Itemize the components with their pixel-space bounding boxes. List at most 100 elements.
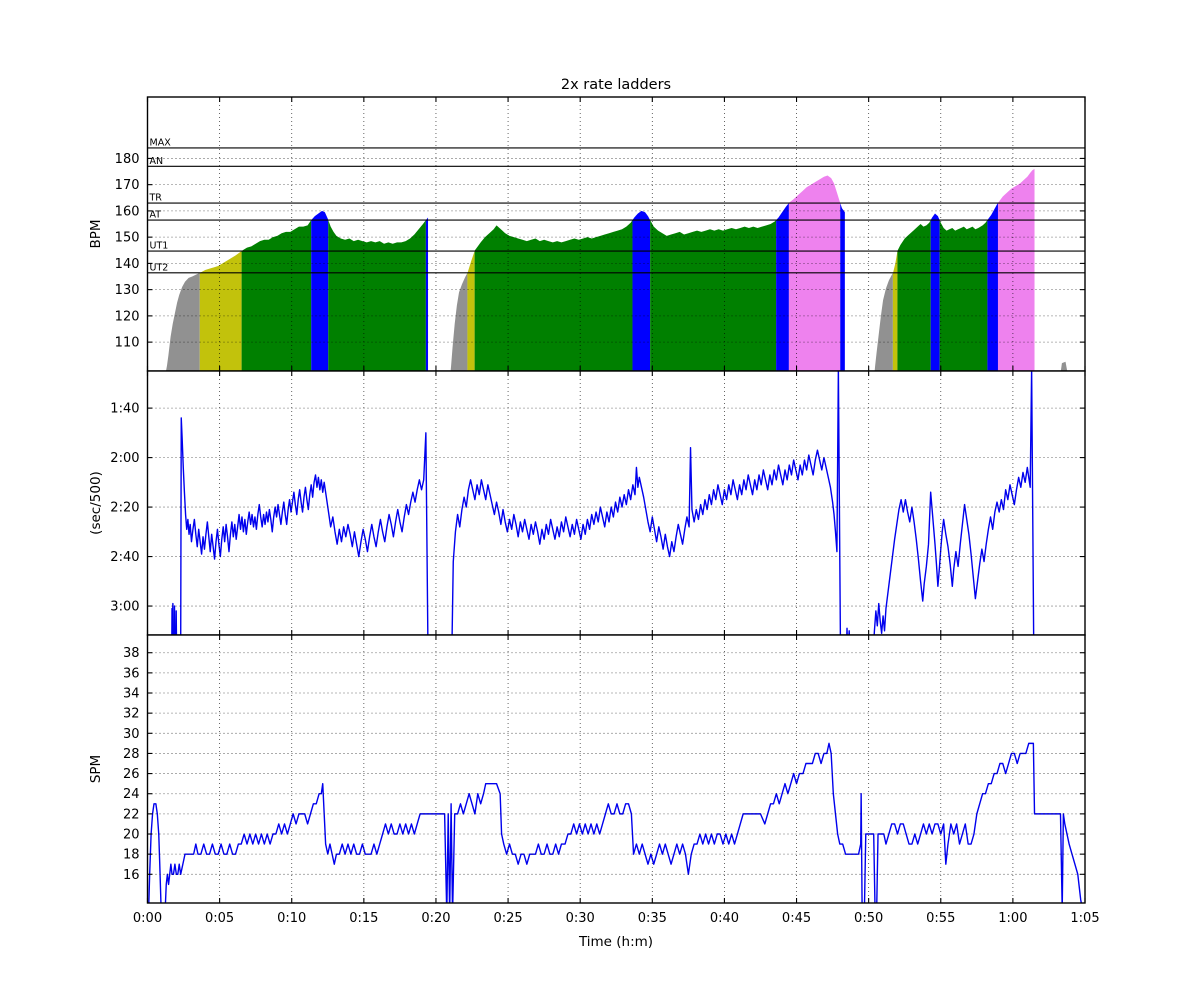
pace-series-line bbox=[175, 610, 178, 635]
hr-zone-fill-segment bbox=[474, 220, 633, 371]
x-tick-label: 0:30 bbox=[566, 911, 595, 926]
y-tick-label: 24 bbox=[123, 787, 140, 802]
chart-title: 2x rate ladders bbox=[561, 77, 671, 93]
pace-y-axis-label: (sec/500) bbox=[88, 471, 104, 535]
x-tick-label: 0:10 bbox=[277, 911, 306, 926]
stroke-rate-series-line bbox=[148, 742, 1083, 903]
hr-zone-fill-segment bbox=[1060, 361, 1068, 371]
hr-zone-fill-segment bbox=[874, 272, 893, 371]
y-tick-label: 160 bbox=[115, 204, 140, 219]
pace-series-line bbox=[173, 605, 176, 635]
heart-rate-clip-group bbox=[165, 168, 1068, 371]
y-tick-label: 22 bbox=[123, 807, 140, 822]
y-tick-label: 28 bbox=[123, 747, 140, 762]
y-tick-label: 110 bbox=[115, 336, 140, 351]
x-tick-label: 0:20 bbox=[421, 911, 450, 926]
y-tick-label: 38 bbox=[123, 646, 140, 661]
x-tick-label: 1:05 bbox=[1070, 911, 1099, 926]
hr-zone-fill-segment bbox=[997, 168, 1035, 371]
y-tick-label: 36 bbox=[123, 666, 140, 681]
x-tick-label: 1:00 bbox=[998, 911, 1027, 926]
hr-zone-fill-segment bbox=[930, 213, 940, 371]
hr-zone-fill-segment bbox=[840, 203, 845, 371]
zone-label-ut2: UT2 bbox=[150, 262, 169, 273]
y-tick-label: 30 bbox=[123, 727, 140, 742]
x-tick-label: 0:25 bbox=[493, 911, 522, 926]
heart-rate-y-tick-labels: 110 120 130 140 150 160 170 180 bbox=[115, 152, 140, 351]
pace-gridlines bbox=[147, 371, 1085, 635]
hr-zone-fill-segment bbox=[450, 272, 468, 371]
y-tick-label: 20 bbox=[123, 828, 140, 843]
pace-series-line bbox=[180, 371, 1035, 635]
pace-series-line bbox=[171, 602, 174, 635]
y-tick-label: 2:40 bbox=[110, 550, 139, 565]
hr-zone-lines: MAX AN TR AT UT1 UT2 bbox=[147, 137, 1085, 274]
hr-zone-fill-segment bbox=[776, 203, 789, 371]
hr-zone-fill-segment bbox=[199, 251, 242, 371]
y-tick-label: 34 bbox=[123, 687, 140, 702]
hr-zone-fill-segment bbox=[241, 220, 312, 371]
stroke-rate-tick-marks bbox=[146, 635, 1086, 903]
heart-rate-tick-marks bbox=[146, 97, 1086, 371]
hr-zone-fill-segment bbox=[328, 220, 426, 371]
x-axis-label: Time (h:m) bbox=[578, 934, 653, 950]
spm-y-axis-label: SPM bbox=[88, 755, 104, 783]
x-tick-label: 0:55 bbox=[926, 911, 955, 926]
zone-label-tr: TR bbox=[149, 193, 163, 204]
chart-panels: MAXANTRATUT1UT21101201301401501601701801… bbox=[110, 96, 1100, 926]
hr-zone-fill-segment bbox=[939, 220, 988, 371]
pace-panel: 1:40 2:00 2:20 2:40 3:00 bbox=[110, 370, 1086, 636]
hr-zone-fill-segment bbox=[467, 251, 475, 371]
y-tick-label: 140 bbox=[115, 257, 140, 272]
zone-label-at: AT bbox=[150, 210, 162, 221]
y-tick-label: 3:00 bbox=[110, 600, 139, 615]
hr-zone-fill-segment bbox=[632, 210, 651, 371]
y-tick-label: 150 bbox=[115, 231, 140, 246]
stroke-rate-clip-group bbox=[148, 742, 1083, 903]
x-tick-labels: 0:00 0:05 0:10 0:15 0:20 0:25 0:30 0:35 0:40 0:45… bbox=[133, 911, 1100, 926]
stroke-rate-panel: 16 18 20 22 24 26 28 30 32 34 36 38 0:00 0:05 0:10 0:15… bbox=[123, 634, 1100, 926]
y-tick-label: 120 bbox=[115, 309, 140, 324]
stroke-rate-frame bbox=[146, 634, 1086, 904]
zone-label-an: AN bbox=[150, 156, 164, 167]
x-tick-label: 0:05 bbox=[205, 911, 234, 926]
zone-label-max: MAX bbox=[150, 137, 172, 148]
heart-rate-panel: MAX AN TR AT UT1 UT2 110 120 130 140 150 160 170 180 bbox=[115, 96, 1086, 372]
hr-zone-fill-segment bbox=[650, 220, 777, 371]
pace-series bbox=[171, 371, 1035, 635]
x-tick-label: 0:00 bbox=[133, 911, 162, 926]
x-tick-label: 0:45 bbox=[782, 911, 811, 926]
hr-zone-fill-segment bbox=[987, 203, 998, 371]
y-tick-label: 180 bbox=[115, 152, 140, 167]
pace-tick-marks bbox=[146, 371, 1086, 635]
y-tick-label: 130 bbox=[115, 283, 140, 298]
y-tick-label: 18 bbox=[123, 848, 140, 863]
x-tick-label: 0:50 bbox=[854, 911, 883, 926]
y-tick-label: 26 bbox=[123, 767, 140, 782]
y-tick-label: 2:20 bbox=[110, 501, 139, 516]
heart-rate-gridlines bbox=[147, 97, 1085, 371]
y-tick-label: 170 bbox=[115, 178, 140, 193]
hr-zone-fill-segment bbox=[892, 251, 898, 371]
hr-zone-fill-segment bbox=[311, 210, 329, 371]
x-tick-label: 0:35 bbox=[638, 911, 667, 926]
hr-zone-fill-segment bbox=[165, 272, 200, 371]
y-tick-label: 16 bbox=[123, 868, 140, 883]
hr-zone-fills bbox=[165, 168, 1068, 371]
stroke-rate-y-tick-labels: 16 18 20 22 24 26 28 30 32 34 36 38 bbox=[123, 646, 140, 883]
pace-y-tick-labels: 1:40 2:00 2:20 2:40 3:00 bbox=[110, 402, 139, 615]
zone-label-ut1: UT1 bbox=[150, 241, 169, 252]
x-tick-label: 0:40 bbox=[710, 911, 739, 926]
y-tick-label: 32 bbox=[123, 707, 140, 722]
hr-zone-fill-segment bbox=[897, 220, 931, 371]
stroke-rate-gridlines bbox=[147, 635, 1085, 903]
stroke-rate-plot-background bbox=[147, 635, 1085, 903]
stroke-rate-series bbox=[148, 742, 1083, 903]
y-tick-label: 1:40 bbox=[110, 402, 139, 417]
hr-zone-fill-segment bbox=[425, 217, 429, 371]
hr-y-axis-label: BPM bbox=[88, 219, 104, 248]
x-tick-label: 0:15 bbox=[349, 911, 378, 926]
pace-clip-group bbox=[171, 371, 1035, 635]
